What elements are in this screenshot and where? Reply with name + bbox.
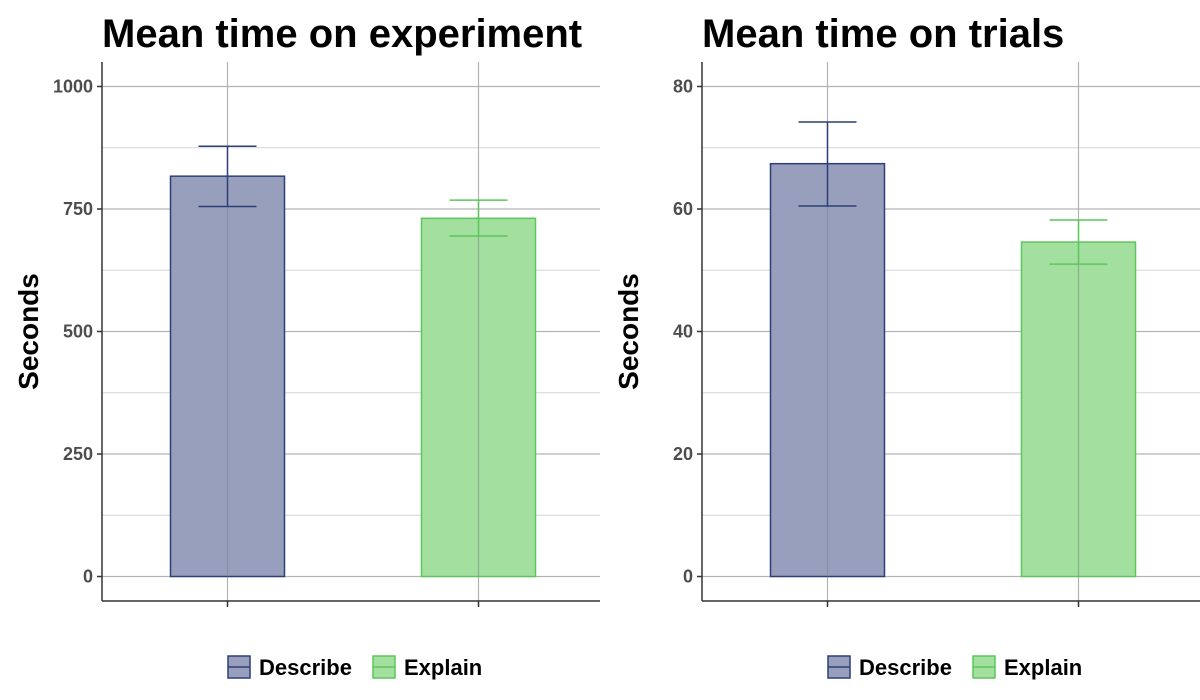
chart-title: Mean time on trials	[702, 12, 1064, 56]
y-axis-label: Seconds	[613, 273, 644, 390]
y-tick-label: 40	[673, 322, 693, 342]
legend-label-explain: Explain	[404, 655, 482, 680]
y-tick-label: 60	[673, 199, 693, 219]
y-tick-label: 250	[63, 444, 93, 464]
y-axis-label: Seconds	[13, 273, 44, 390]
y-tick-label: 1000	[53, 77, 93, 97]
y-tick-label: 80	[673, 77, 693, 97]
y-tick-label: 0	[683, 567, 693, 587]
chart-trials: 0 20 40 60 80 Mean time on trials Seconds Descr…	[613, 12, 1200, 680]
y-tick-label: 0	[83, 567, 93, 587]
chart-title: Mean time on experiment	[102, 12, 582, 56]
y-tick-label: 750	[63, 199, 93, 219]
y-tick-label: 20	[673, 444, 693, 464]
legend-label-describe: Describe	[259, 655, 352, 680]
legend-label-describe: Describe	[859, 655, 952, 680]
y-tick-label: 500	[63, 322, 93, 342]
chart-experiment: 0 250 500 750 1000 Mean time on experiment Sec…	[13, 12, 600, 680]
legend-label-explain: Explain	[1004, 655, 1082, 680]
